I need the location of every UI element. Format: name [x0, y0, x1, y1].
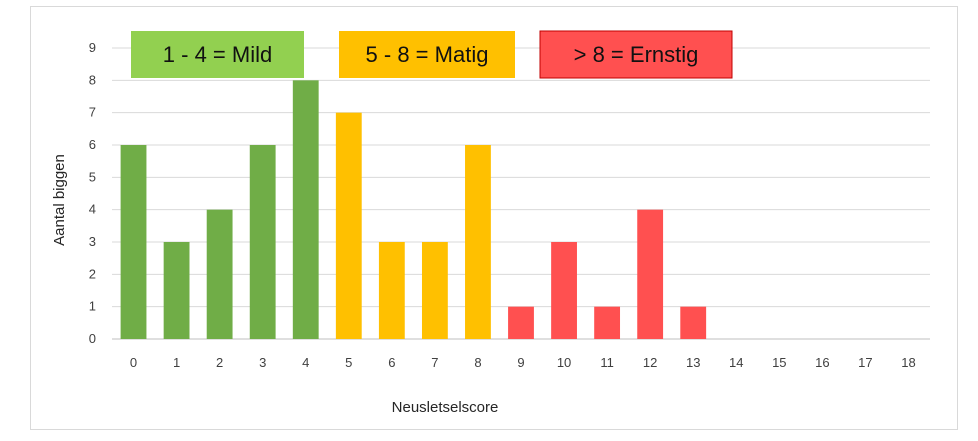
x-tick-label: 2	[216, 355, 223, 370]
legend-box	[539, 30, 733, 79]
x-tick-label: 8	[474, 355, 481, 370]
x-tick-label: 16	[815, 355, 829, 370]
y-tick-label: 4	[89, 202, 96, 217]
legend-box	[131, 31, 304, 78]
x-tick-label: 14	[729, 355, 743, 370]
y-axis-ticks: 0 1 2 3 4 5 6 7 8 9	[89, 40, 96, 346]
bar	[637, 209, 664, 339]
bar	[551, 242, 577, 339]
legend-label: 5 - 8 = Matig	[366, 42, 489, 67]
x-tick-label: 17	[858, 355, 872, 370]
y-tick-label: 9	[89, 40, 96, 55]
y-tick-label: 0	[89, 331, 96, 346]
bar	[249, 145, 276, 339]
y-tick-label: 7	[89, 105, 96, 120]
x-tick-label: 6	[388, 355, 395, 370]
x-tick-label: 0	[130, 355, 137, 370]
x-axis-title: Neusletselscore	[392, 399, 499, 416]
bar	[594, 306, 621, 339]
y-tick-label: 3	[89, 234, 96, 249]
bar	[335, 112, 362, 340]
bars	[120, 80, 707, 340]
x-tick-label: 7	[431, 355, 438, 370]
legend-label: > 8 = Ernstig	[574, 42, 699, 67]
legend-label: 1 - 4 = Mild	[163, 42, 272, 67]
bar	[163, 242, 190, 339]
x-tick-label: 3	[259, 355, 266, 370]
x-tick-label: 5	[345, 355, 352, 370]
gridlines	[112, 47, 930, 340]
bar	[206, 209, 233, 339]
x-tick-label: 9	[517, 355, 524, 370]
y-tick-label: 6	[89, 137, 96, 152]
bar	[120, 145, 147, 339]
bar	[378, 242, 405, 339]
bar	[508, 306, 534, 339]
bar	[421, 242, 448, 339]
x-tick-label: 1	[173, 355, 180, 370]
y-tick-label: 1	[89, 299, 96, 314]
legend: 1 - 4 = Mild 5 - 8 = Matig > 8 = Ernstig	[131, 30, 733, 79]
bar	[465, 145, 491, 339]
y-tick-label: 5	[89, 169, 96, 184]
y-tick-label: 8	[89, 72, 96, 87]
bar	[292, 80, 319, 339]
x-tick-label: 11	[600, 355, 614, 370]
legend-box	[339, 31, 515, 78]
x-tick-label: 18	[901, 355, 915, 370]
x-axis-ticks: 0 1 2 3 4 5 6 7 8 9 10 11 12 13 14 15 16 17 18	[130, 355, 916, 370]
bar	[680, 306, 707, 339]
y-tick-label: 2	[89, 266, 96, 281]
y-axis-title: Aantal biggen	[51, 154, 68, 246]
x-tick-label: 13	[686, 355, 700, 370]
x-tick-label: 4	[302, 355, 309, 370]
x-tick-label: 15	[772, 355, 786, 370]
x-tick-label: 10	[557, 355, 571, 370]
x-tick-label: 12	[643, 355, 657, 370]
